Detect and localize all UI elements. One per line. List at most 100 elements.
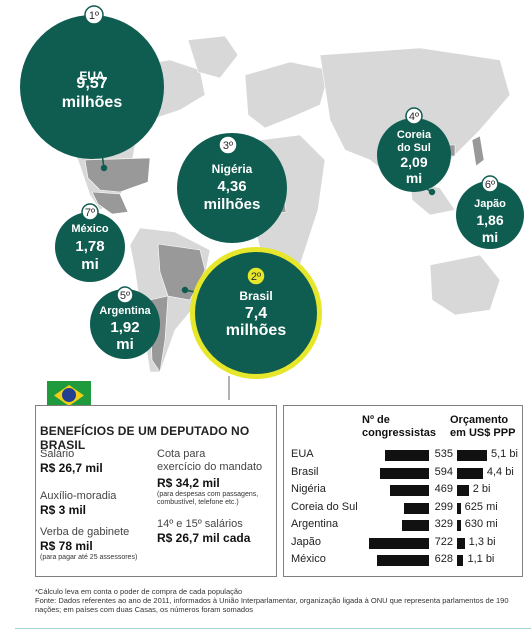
budget-bar [457,537,465,549]
bubble-unit: mi [81,256,99,273]
bubble-value: 1,86 [476,212,503,228]
budget-bar [457,467,483,479]
benefit-label: Auxílio-moradia [40,490,117,502]
benefit-label: Verba de gabinete [40,526,130,538]
rank-label: 6º [485,179,495,191]
bubble-value: 1,92 [110,319,139,336]
bubble-country: Argentina [99,305,151,317]
budget-value: 2 bi [472,483,491,495]
budget-bar [457,502,461,514]
members-bar [369,537,429,549]
benefit-value: R$ 78 mil [40,539,93,553]
footnote-line-2: Fonte: Dados referentes ao ano de 2011, … [35,596,509,605]
row-country: México [291,553,326,565]
benefit-label: 14º e 15º salários [157,518,243,530]
congress-table: Nº de congressistas Orçamento em US$ PPP… [283,405,523,577]
row-country: Nigéria [291,483,326,495]
bubble-unit: milhões [204,196,261,213]
bubble-circle [195,252,317,374]
row-country: Coreia do Sul [291,500,358,513]
budget-bar [457,450,487,461]
bubble-value: 1,78 [75,238,104,255]
rank-badge [116,286,134,304]
bubble-country-line-1: Coreia [397,129,432,141]
benefit-cabinet: Verba de gabinete R$ 78 mil (para pagar … [40,526,137,562]
members-value: 628 [434,553,453,565]
rank-label: 7º [85,207,95,219]
budget-value: 5,1 bi [491,448,518,460]
budget-value: 625 mi [464,500,498,513]
benefit-housing: Auxílio-moradia R$ 3 mil [40,490,116,518]
bubble-country: Brasil [239,289,272,303]
rank-label: 3º [223,140,233,152]
members-bar [384,450,429,461]
bubble-circle [177,133,287,243]
benefit-value: R$ 26,7 mil cada [157,531,251,545]
footnote-line-3: nações; em países com duas Casas, os núm… [35,605,254,614]
members-value: 722 [434,535,453,548]
bubble-value: 7,4 [245,305,267,322]
bubble-country: EUA [79,69,105,83]
bubble-coreia: 4º Coreia do Sul 2,09 mi [377,107,451,192]
bubble-country-line-2: do Sul [397,142,431,154]
benefit-salary: Salário R$ 26,7 mil [40,448,103,476]
japan-shape [471,135,485,167]
bubble-circle [377,118,451,192]
members-header-line-1: Nº de [362,414,390,426]
bubble-circle [90,289,160,359]
budget-header-line-1: Orçamento [450,414,509,426]
rank-badge [84,5,104,25]
bubble-unit: mi [116,336,134,353]
bubble-unit: mi [406,170,422,186]
table-row: Japão 722 1,3 bi [291,536,519,551]
members-bar [401,520,429,531]
bubble-brasil: 2º Brasil 7,4 milhões [190,247,322,379]
table-row: Argentina 329 630 mi [291,518,519,533]
brazil-shape [157,243,206,301]
budget-bar [457,555,464,566]
rank-badge [218,135,238,155]
budget-bar [457,520,461,531]
benefit-value: R$ 3 mil [40,503,87,517]
budget-header: Orçamento em US$ PPP [450,414,515,440]
rank-label: 4º [409,111,419,123]
benefit-value: R$ 26,7 mil [40,461,103,475]
bubble-value: 9,57 [76,75,107,92]
members-bar [390,485,429,496]
members-header: Nº de congressistas [362,414,436,440]
benefit-value: R$ 34,2 mil [157,476,220,490]
benefits-title: BENEFÍCIOS DE UM DEPUTADO NO BRASIL [40,424,250,452]
bubble-unit: milhões [62,94,123,111]
budget-value: 1,1 bi [467,553,495,565]
members-value: 469 [434,483,453,495]
budget-value: 4,4 bi [486,465,514,478]
bubble-country: Japão [474,198,506,210]
europe-landmass [244,61,331,129]
table-row: Coreia do Sul 299 625 mi [291,501,519,516]
bubble-mexico: 7º México 1,78 mi [55,203,125,282]
members-value: 299 [434,500,453,513]
mexico-shape [91,191,129,215]
rank-badge [481,175,499,193]
rank-label: 1º [89,10,99,22]
benefit-note: (para pagar até 25 assessores) [40,554,138,561]
rank-label: 2º [251,271,261,283]
bubble-circle [456,181,524,249]
bubble-japao: 6º Japão 1,86 mi [456,175,524,249]
bubble-circle [55,212,125,282]
budget-value: 1,3 bi [468,535,496,548]
benefit-note-2: combustível, telefone etc.) [157,499,239,506]
australia-landmass [429,254,501,316]
bubble-value: 2,09 [400,154,427,170]
table-row: México 628 1,1 bi [291,553,519,568]
bubble-unit: mi [482,229,498,245]
row-country: Japão [291,535,321,548]
rank-badge [246,266,266,286]
benefit-quota: Cota para exercício do mandato R$ 34,2 m… [157,448,262,507]
benefit-bonus: 14º e 15º salários R$ 26,7 mil cada [157,518,250,546]
row-country: Argentina [291,518,339,530]
budget-header-line-2: em US$ PPP [450,427,516,439]
table-row: EUA 535 5,1 bi [291,448,519,463]
bubble-country: México [71,223,109,235]
bubble-circle [20,15,164,159]
